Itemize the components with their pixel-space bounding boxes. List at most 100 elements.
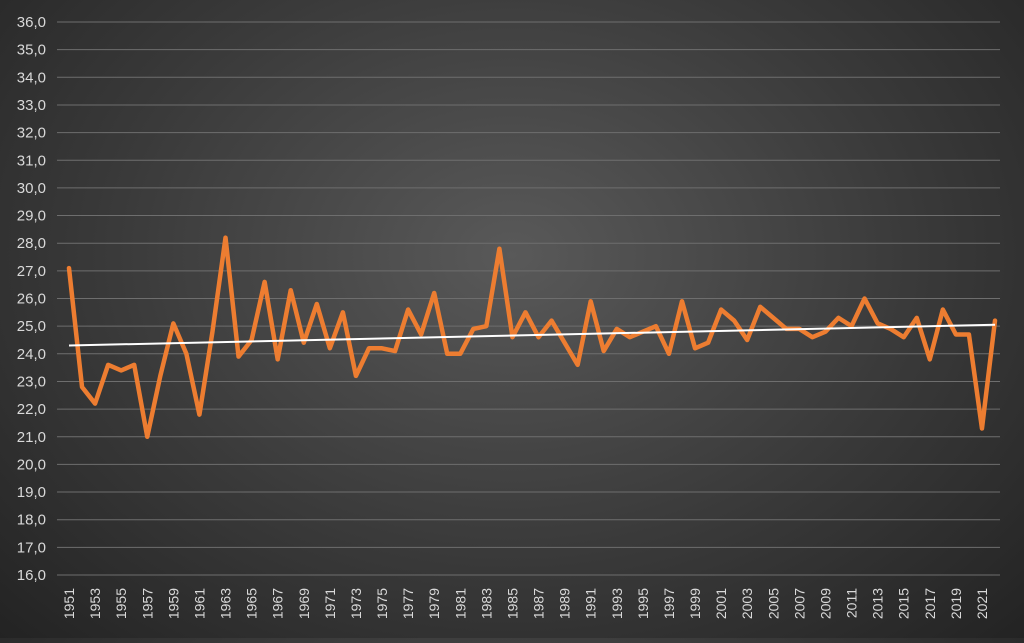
- data-point: [354, 374, 358, 378]
- data-point: [106, 363, 110, 367]
- x-tick-label: 1981: [452, 588, 468, 619]
- data-point: [862, 296, 866, 300]
- y-axis-tick-labels: 16,0 17,0 18,0 19,0 20,0 21,0 22,0 23,0 24,0 25,0…: [17, 14, 46, 584]
- x-tick-label: 1995: [635, 588, 651, 619]
- data-point: [719, 307, 723, 311]
- x-tick-label: 1985: [504, 588, 520, 619]
- x-tick-label: 2001: [713, 588, 729, 619]
- x-tick-label: 1961: [191, 588, 207, 619]
- y-tick-label: 17,0: [17, 539, 46, 556]
- data-point: [132, 363, 136, 367]
- data-point: [575, 363, 579, 367]
- data-point: [562, 341, 566, 345]
- data-point: [458, 352, 462, 356]
- y-tick-label: 18,0: [17, 512, 46, 529]
- data-point: [667, 352, 671, 356]
- data-point: [393, 349, 397, 353]
- data-point: [497, 247, 501, 251]
- data-point: [171, 321, 175, 325]
- data-point: [93, 401, 97, 405]
- y-tick-label: 34,0: [17, 69, 46, 86]
- y-tick-label: 33,0: [17, 97, 46, 114]
- x-tick-label: 2015: [896, 588, 912, 619]
- data-point: [523, 310, 527, 314]
- data-point: [471, 327, 475, 331]
- data-point: [275, 357, 279, 361]
- data-point: [915, 316, 919, 320]
- data-point: [628, 335, 632, 339]
- x-tick-label: 2017: [922, 588, 938, 619]
- data-point: [262, 280, 266, 284]
- data-point: [367, 346, 371, 350]
- data-point: [197, 412, 201, 416]
- data-point: [419, 332, 423, 336]
- x-tick-label: 1987: [531, 588, 547, 619]
- y-tick-label: 22,0: [17, 401, 46, 418]
- data-point: [823, 329, 827, 333]
- data-point: [941, 307, 945, 311]
- y-tick-label: 16,0: [17, 567, 46, 584]
- data-point: [80, 385, 84, 389]
- data-point: [289, 288, 293, 292]
- x-tick-label: 2007: [791, 588, 807, 619]
- x-tick-label: 1967: [270, 588, 286, 619]
- data-point: [67, 266, 71, 270]
- data-point: [328, 346, 332, 350]
- y-tick-label: 24,0: [17, 346, 46, 363]
- x-tick-label: 2005: [765, 588, 781, 619]
- data-point: [341, 310, 345, 314]
- x-tick-label: 1993: [609, 588, 625, 619]
- data-point: [928, 357, 932, 361]
- x-tick-label: 2009: [817, 588, 833, 619]
- data-point: [771, 316, 775, 320]
- y-tick-label: 25,0: [17, 318, 46, 335]
- x-tick-label: 1969: [296, 588, 312, 619]
- data-point: [902, 335, 906, 339]
- data-point: [236, 354, 240, 358]
- y-tick-label: 29,0: [17, 208, 46, 225]
- x-tick-label: 1953: [87, 588, 103, 619]
- y-tick-label: 19,0: [17, 484, 46, 501]
- data-point: [758, 305, 762, 309]
- data-point: [549, 318, 553, 322]
- y-tick-label: 20,0: [17, 456, 46, 473]
- x-tick-label: 1997: [661, 588, 677, 619]
- data-point: [119, 368, 123, 372]
- x-tick-label: 1999: [687, 588, 703, 619]
- data-point: [406, 307, 410, 311]
- x-tick-label: 1977: [400, 588, 416, 619]
- data-point: [210, 329, 214, 333]
- data-point: [967, 332, 971, 336]
- data-point: [484, 324, 488, 328]
- x-tick-label: 1957: [139, 588, 155, 619]
- data-point: [745, 338, 749, 342]
- y-tick-label: 23,0: [17, 373, 46, 390]
- y-tick-label: 21,0: [17, 429, 46, 446]
- x-tick-label: 1991: [583, 588, 599, 619]
- x-tick-label: 1983: [478, 588, 494, 619]
- data-point: [223, 235, 227, 239]
- data-point: [954, 332, 958, 336]
- series-line: [66, 235, 998, 439]
- x-tick-label: 1951: [61, 588, 77, 619]
- y-tick-label: 30,0: [17, 180, 46, 197]
- x-tick-label: 1963: [218, 588, 234, 619]
- data-point: [836, 316, 840, 320]
- gridlines: [57, 21, 1000, 576]
- x-tick-label: 1959: [165, 588, 181, 619]
- x-tick-label: 2011: [844, 588, 860, 618]
- trendline: [68, 323, 996, 347]
- data-point: [680, 299, 684, 303]
- y-tick-label: 26,0: [17, 291, 46, 308]
- data-point: [158, 374, 162, 378]
- data-point: [693, 346, 697, 350]
- y-tick-label: 36,0: [17, 14, 46, 31]
- x-tick-label: 1989: [557, 588, 573, 619]
- data-point: [602, 349, 606, 353]
- x-tick-label: 1955: [113, 588, 129, 619]
- x-tick-label: 2019: [948, 588, 964, 619]
- x-tick-label: 1973: [348, 588, 364, 619]
- x-axis-tick-labels: 1951 1953 1955 1957 1959 1961 1963 1965 1967 1969…: [61, 588, 990, 619]
